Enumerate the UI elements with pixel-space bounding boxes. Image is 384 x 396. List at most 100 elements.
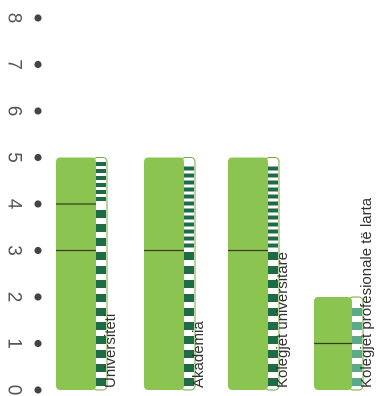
y-tick-dot (34, 293, 42, 301)
category-label: Akademia (190, 321, 207, 388)
bar-stripe (268, 194, 278, 199)
bar-stripe (268, 236, 278, 241)
bar-stripe (352, 322, 362, 330)
bar-stripe (96, 350, 106, 358)
bar-stripe (268, 280, 278, 288)
bar-stripe (184, 364, 194, 372)
bar-stripe (96, 280, 106, 288)
bar-stripe (268, 336, 278, 344)
bar-stripe (184, 236, 194, 241)
bar-stripe (352, 350, 362, 358)
bar-stripe (96, 252, 106, 260)
bar-stripe (184, 252, 194, 260)
bar-stripe (96, 162, 106, 166)
bar-stripe (268, 208, 278, 213)
bar-stripe (184, 187, 194, 192)
bar-stripe (96, 322, 106, 330)
bar-stripe (268, 187, 278, 192)
y-tick-dot (34, 153, 42, 162)
category-labels: Universiteti Akademia Kolegjet universitar… (102, 197, 375, 388)
bar-stripe (268, 201, 278, 206)
y-tick-label: 4 (4, 199, 25, 210)
bar-stripe (268, 243, 278, 248)
bar-stripe (184, 243, 194, 248)
y-tick-label: 0 (4, 385, 25, 396)
bar-stripe (96, 336, 106, 344)
bar-stripe (352, 308, 362, 316)
bar-stripe (96, 210, 106, 218)
bar-stripe (268, 215, 278, 220)
y-tick-label: 2 (4, 292, 25, 303)
bar-stripe (184, 266, 194, 274)
bars (56, 157, 364, 391)
bar-stripe (184, 336, 194, 344)
y-tick-label: 3 (4, 245, 25, 256)
y-tick-dot (34, 14, 42, 22)
bar-stripe (268, 308, 278, 316)
bar-stripe (184, 201, 194, 206)
y-tick-label: 6 (4, 106, 25, 117)
bar-stripe (268, 166, 278, 171)
y-tick-label: 1 (4, 338, 25, 349)
bar-stripe (184, 294, 194, 302)
y-tick-dot (34, 60, 42, 69)
bar-stripe (268, 322, 278, 330)
bar-stripe (268, 294, 278, 302)
bar-stripe (268, 229, 278, 234)
bar-stripe (96, 364, 106, 372)
bar-stripe (268, 378, 278, 386)
bar-group (314, 296, 364, 391)
bar-stripe (96, 176, 106, 180)
bar-stripe (96, 169, 106, 173)
bar-stripe (184, 215, 194, 220)
bar-stripe (268, 364, 278, 372)
y-tick-dot (34, 246, 42, 255)
y-tick-dot (34, 339, 42, 348)
bar-stripe (352, 364, 362, 372)
bar (144, 157, 184, 390)
bar-stripe (184, 308, 194, 316)
bar-group (56, 157, 108, 391)
bar-group (228, 157, 280, 391)
bar-group (144, 157, 196, 391)
y-tick-dot (34, 386, 42, 394)
bar-stripe (96, 378, 106, 386)
category-label: Kolegjet profesionale të larta (358, 197, 375, 388)
bar-stripe (184, 350, 194, 358)
y-tick-dot (34, 107, 42, 115)
y-axis: 0 1 2 3 4 5 6 7 8 (4, 13, 42, 396)
bar-stripe (184, 194, 194, 199)
bar-stripe (96, 294, 106, 302)
category-label: Kolegjet universitare (274, 252, 291, 388)
bar-stripe (96, 238, 106, 246)
bar-stripe (184, 280, 194, 288)
bar-stripe (268, 173, 278, 178)
bar-stripe (268, 222, 278, 227)
y-tick-label: 5 (4, 152, 25, 163)
bar-stripe (184, 222, 194, 227)
bar-stripe (96, 308, 106, 316)
bar-stripe (96, 197, 106, 201)
bar-stripe (352, 378, 362, 386)
bar-stripe (96, 266, 106, 274)
bar-stripe (268, 180, 278, 185)
bar-stripe (268, 266, 278, 274)
y-tick-label: 7 (4, 59, 25, 70)
bar-stripe (184, 180, 194, 185)
bar-stripe (184, 378, 194, 386)
bar (228, 157, 268, 390)
bar (56, 157, 96, 390)
bar-stripe (96, 224, 106, 232)
bar-stripe (184, 208, 194, 213)
bar-stripe (268, 252, 278, 260)
category-label: Universiteti (102, 314, 119, 388)
y-tick-label: 8 (4, 13, 25, 24)
bar-stripe (184, 229, 194, 234)
y-tick-dot (34, 200, 42, 208)
bar-stripe (352, 336, 362, 344)
bar-stripe (96, 190, 106, 194)
bar-stripe (184, 173, 194, 178)
bar-stripe (184, 166, 194, 171)
bar-stripe (184, 322, 194, 330)
